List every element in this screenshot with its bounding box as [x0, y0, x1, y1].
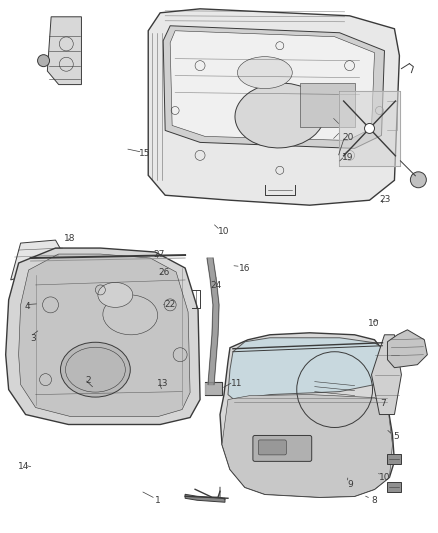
Text: 9: 9: [347, 480, 353, 489]
Bar: [300, 83, 355, 127]
Text: 16: 16: [239, 264, 250, 272]
Polygon shape: [371, 335, 401, 415]
Text: 27: 27: [153, 250, 164, 259]
Polygon shape: [6, 248, 200, 424]
Polygon shape: [222, 394, 392, 497]
Text: 24: 24: [210, 280, 221, 289]
Ellipse shape: [235, 83, 325, 148]
Polygon shape: [19, 254, 190, 416]
Text: 5: 5: [393, 432, 399, 441]
Polygon shape: [220, 333, 395, 497]
Polygon shape: [205, 382, 222, 394]
Polygon shape: [228, 338, 382, 400]
Ellipse shape: [103, 295, 158, 335]
Circle shape: [38, 55, 49, 67]
Ellipse shape: [237, 56, 292, 88]
Ellipse shape: [98, 282, 133, 308]
Polygon shape: [163, 26, 385, 148]
Text: 22: 22: [165, 300, 176, 309]
Text: 11: 11: [231, 379, 242, 388]
Polygon shape: [148, 9, 399, 205]
Polygon shape: [207, 258, 219, 385]
Text: 13: 13: [156, 379, 168, 388]
Ellipse shape: [60, 342, 130, 397]
Polygon shape: [388, 330, 427, 368]
Text: 15: 15: [139, 149, 151, 158]
Text: 4: 4: [24, 302, 30, 311]
Text: 18: 18: [64, 235, 75, 244]
Text: 3: 3: [31, 334, 36, 343]
Text: 8: 8: [371, 496, 377, 505]
Polygon shape: [170, 31, 374, 140]
Text: 26: 26: [159, 269, 170, 277]
Text: 14: 14: [18, 462, 29, 471]
Text: 2: 2: [85, 376, 91, 385]
Bar: [388, 482, 401, 492]
Bar: [388, 455, 401, 464]
Text: 20: 20: [342, 133, 353, 142]
Text: 1: 1: [155, 496, 161, 505]
Text: 23: 23: [379, 195, 391, 204]
FancyBboxPatch shape: [258, 440, 286, 455]
Text: 10: 10: [379, 473, 391, 482]
Circle shape: [364, 124, 374, 133]
Circle shape: [410, 172, 426, 188]
Polygon shape: [339, 91, 400, 166]
FancyBboxPatch shape: [253, 435, 312, 462]
Polygon shape: [185, 494, 225, 502]
Polygon shape: [47, 17, 81, 85]
Text: 19: 19: [342, 153, 353, 162]
Polygon shape: [11, 240, 68, 280]
Text: 10: 10: [368, 319, 380, 328]
Text: 7: 7: [380, 399, 385, 408]
Text: 10: 10: [218, 228, 229, 237]
